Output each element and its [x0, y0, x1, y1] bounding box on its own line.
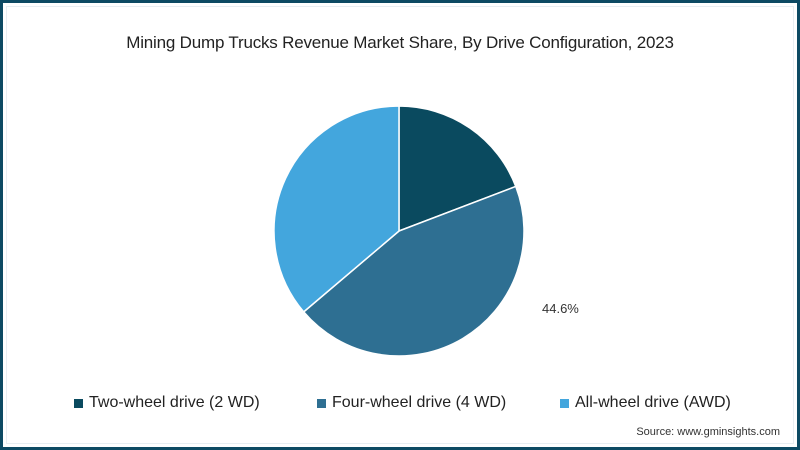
- source-note: Source: www.gminsights.com: [636, 426, 780, 438]
- pie-slices: [273, 105, 525, 357]
- legend: Two-wheel drive (2 WD) Four-wheel drive …: [0, 393, 800, 413]
- data-label-four-wheel: 44.6%: [542, 301, 579, 316]
- legend-label-four-wheel: Four-wheel drive (4 WD): [332, 394, 507, 411]
- legend-label-two-wheel: Two-wheel drive (2 WD): [89, 394, 260, 411]
- legend-item-all-wheel: All-wheel drive (AWD): [560, 393, 731, 413]
- legend-swatch-all-wheel: [560, 398, 569, 408]
- legend-label-all-wheel: All-wheel drive (AWD): [575, 394, 731, 411]
- pie-slice-all-wheel: [273, 105, 400, 313]
- pie-slice-four-wheel: [302, 185, 525, 357]
- chart-title: Mining Dump Trucks Revenue Market Share,…: [126, 33, 674, 52]
- pie-slice-two-wheel: [398, 105, 517, 232]
- legend-item-four-wheel: Four-wheel drive (4 WD): [317, 393, 506, 413]
- legend-swatch-two-wheel: [74, 398, 83, 408]
- legend-swatch-four-wheel: [317, 398, 326, 408]
- legend-item-two-wheel: Two-wheel drive (2 WD): [74, 393, 260, 413]
